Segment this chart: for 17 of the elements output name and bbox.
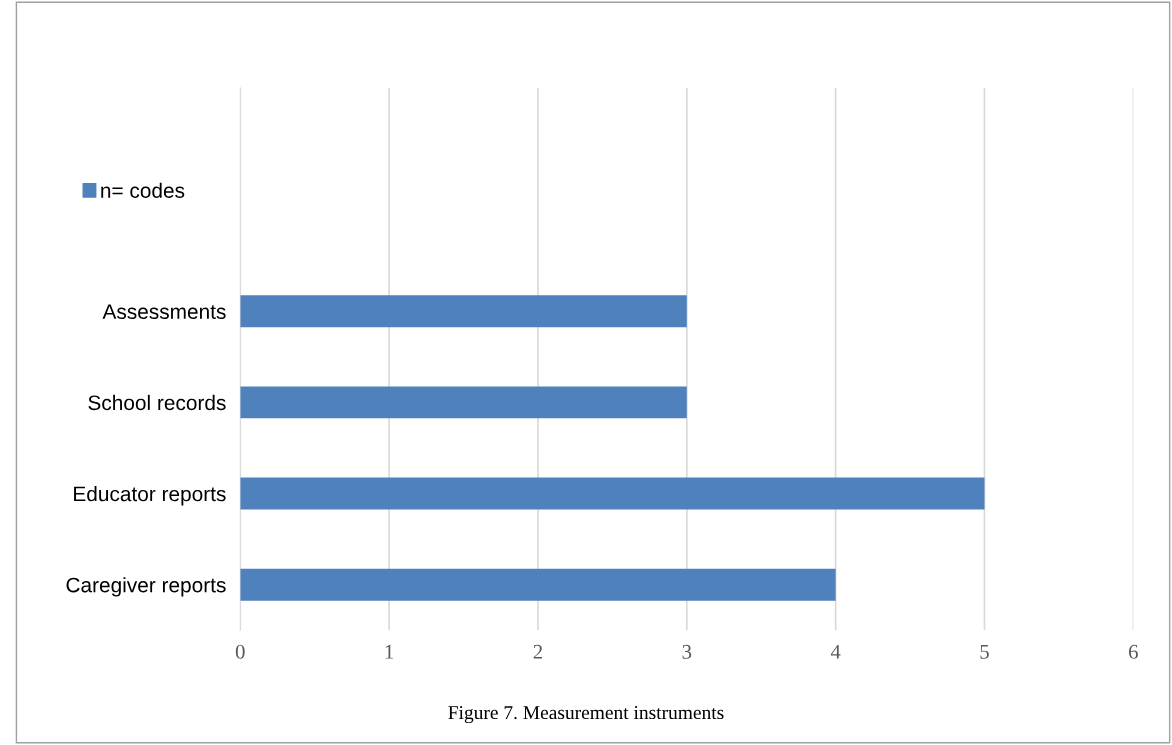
x-tick-label: 3 — [682, 644, 692, 659]
x-tick-label: 5 — [980, 644, 989, 659]
x-tick-label: 4 — [830, 644, 841, 659]
y-tick-label: Assessments — [102, 304, 226, 319]
bar — [240, 295, 687, 328]
y-tick-label: Educator reports — [74, 485, 226, 506]
bar — [240, 477, 985, 510]
text: Figure 7. Measurement instruments — [448, 706, 724, 724]
x-tick-label: 2 — [533, 644, 543, 659]
x-tick-label: 6 — [1129, 644, 1138, 659]
x-tick-label: 0 — [235, 644, 245, 659]
y-tick-label: School records — [88, 394, 226, 411]
x-tick-label: 1 — [385, 644, 394, 659]
bar — [240, 386, 687, 419]
bar — [240, 568, 836, 601]
legend-label: n= codes — [101, 182, 185, 198]
y-tick-label: Caregiver reports — [66, 577, 226, 597]
